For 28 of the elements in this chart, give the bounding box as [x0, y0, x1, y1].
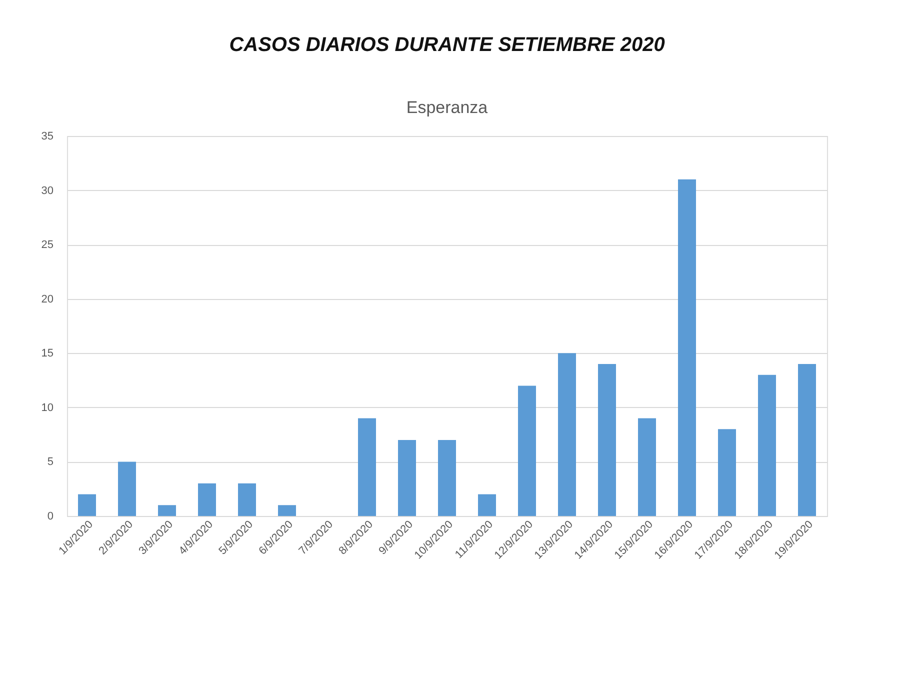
bar: [398, 440, 416, 516]
bar: [718, 429, 736, 516]
bar: [198, 483, 216, 516]
bar: [238, 483, 256, 516]
y-tick-label: 25: [41, 239, 54, 252]
y-tick-label: 0: [47, 510, 54, 522]
bar: [678, 179, 696, 516]
chart-subtitle: Esperanza: [406, 98, 488, 117]
bar: [478, 494, 496, 516]
bar: [558, 353, 576, 516]
y-tick-label: 10: [41, 402, 54, 414]
bar: [438, 440, 456, 516]
bar: [518, 386, 536, 516]
y-tick-label: 30: [41, 184, 54, 197]
y-tick-label: 20: [41, 293, 54, 306]
bar: [78, 494, 96, 516]
y-tick-label: 35: [41, 130, 54, 142]
y-tick-label: 15: [41, 348, 54, 360]
bar: [798, 364, 816, 516]
y-tick-label: 5: [47, 456, 54, 468]
bar: [118, 462, 136, 516]
bar: [278, 505, 296, 516]
bar: [638, 418, 656, 516]
bar: [758, 374, 776, 516]
bar: [358, 418, 376, 516]
bar: [598, 364, 616, 516]
bar: [158, 505, 176, 516]
chart-title: CASOS DIARIOS DURANTE SETIEMBRE 2020: [229, 34, 665, 56]
